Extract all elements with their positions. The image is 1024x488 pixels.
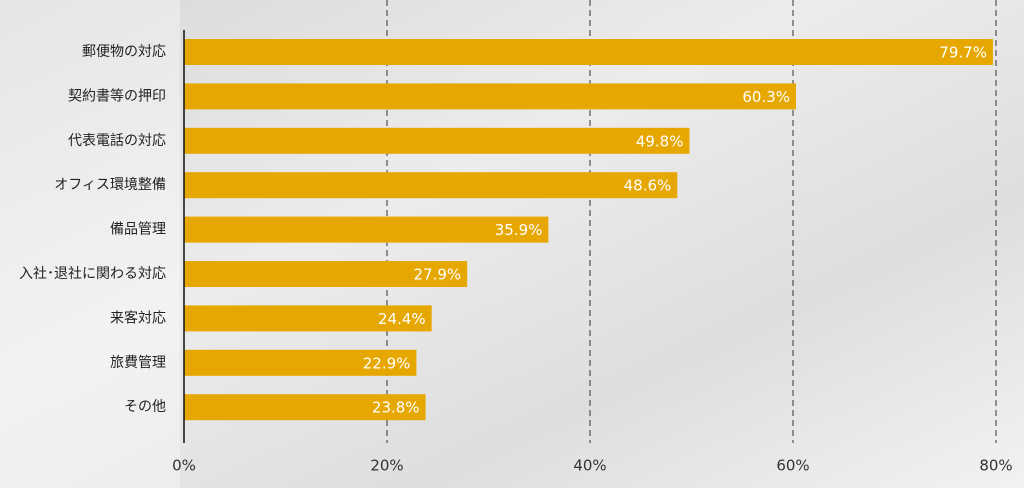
bar	[184, 216, 549, 243]
category-label: オフィス環境整備	[54, 177, 166, 193]
bar	[184, 172, 678, 199]
x-tick-label: 20%	[370, 457, 403, 475]
bar	[184, 349, 417, 376]
category-label: 来客対応	[110, 309, 166, 326]
x-tick-label: 80%	[979, 457, 1012, 475]
value-label: 27.9%	[414, 266, 462, 284]
category-label: 代表電話の対応	[68, 132, 166, 149]
value-label: 22.9%	[363, 354, 411, 372]
category-label: その他	[124, 399, 166, 415]
bar	[184, 83, 797, 110]
x-tick-label: 40%	[573, 457, 606, 475]
bar	[184, 305, 432, 332]
bar	[184, 127, 690, 154]
bar	[184, 261, 468, 287]
value-label: 49.8%	[636, 132, 684, 150]
x-tick-label: 60%	[776, 457, 809, 475]
value-label: 79.7%	[939, 44, 987, 62]
value-label: 24.4%	[378, 310, 426, 328]
category-label: 備品管理	[110, 222, 166, 238]
x-tick-label: 0%	[172, 457, 196, 475]
value-label: 35.9%	[495, 221, 543, 239]
value-label: 23.8%	[372, 399, 420, 417]
bar	[184, 39, 993, 65]
category-label: 入社･退社に関わる対応	[19, 266, 166, 282]
category-label: 旅費管理	[110, 355, 166, 371]
value-label: 48.6%	[624, 177, 672, 195]
value-label: 60.3%	[742, 88, 790, 106]
background-shade	[0, 0, 180, 488]
category-label: 郵便物の対応	[82, 44, 166, 60]
bar	[184, 394, 426, 421]
category-label: 契約書等の押印	[68, 87, 166, 104]
